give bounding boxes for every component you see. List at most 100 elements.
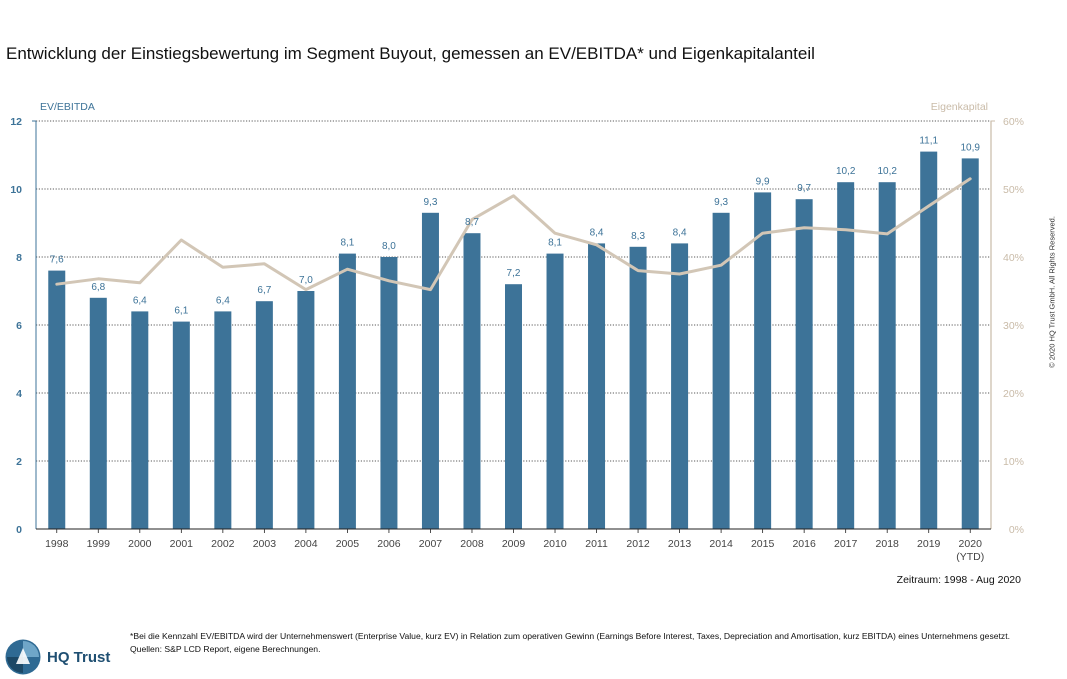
bar-value-label: 8,4 (590, 227, 604, 238)
line-series (55, 177, 972, 292)
left-axis-title: EV/EBITDA (40, 101, 95, 113)
x-tick-label: 2010 (543, 538, 567, 550)
bar-value-label: 8,1 (548, 238, 562, 249)
x-tick-label: 2000 (128, 538, 152, 550)
bar-value-label: 6,8 (91, 282, 105, 293)
bar (588, 243, 606, 529)
bar-value-label: 6,4 (133, 295, 147, 306)
bar-value-label: 6,4 (216, 295, 230, 306)
bar (421, 212, 439, 530)
bar-value-label: 11,1 (919, 136, 938, 147)
bar (48, 270, 66, 529)
y-tick-label-left: 8 (16, 252, 22, 264)
y-tick-label-right: 40% (1003, 252, 1024, 264)
x-tick-label: 2018 (876, 538, 900, 550)
y-tick-label-left: 6 (16, 320, 22, 332)
x-tick-label: 2014 (709, 538, 733, 550)
bar-value-label: 10,2 (877, 166, 897, 177)
x-tick-label: 2019 (917, 538, 941, 550)
y-tick-label-right: 50% (1003, 184, 1024, 196)
bar (505, 284, 522, 529)
bar-series (48, 151, 979, 530)
copyright-note: © 2020 HQ Trust GmbH. All Rights Reserve… (1047, 216, 1057, 368)
bar-value-label: 9,7 (797, 183, 811, 194)
bar (712, 212, 730, 530)
x-tick-label: 2008 (460, 538, 484, 550)
x-tick-label: 2007 (419, 538, 443, 550)
company-logo: HQ Trust (4, 638, 110, 676)
chart-title: Entwicklung der Einstiegsbewertung im Se… (6, 44, 815, 63)
bar (961, 158, 979, 529)
eigenkapital-line (55, 177, 972, 292)
y-tick-label-right: 30% (1003, 320, 1024, 332)
logo-text: HQ Trust (47, 648, 111, 666)
bar (546, 253, 564, 529)
bar (837, 182, 855, 529)
y-tick-label-right: 0% (1009, 524, 1024, 536)
bar (380, 257, 398, 529)
x-tick-label: 2013 (668, 538, 692, 550)
bar (297, 291, 315, 529)
bar-value-label: 7,0 (299, 275, 313, 286)
bar (463, 233, 481, 529)
x-tick-label: 2011 (585, 538, 608, 550)
right-axis-title: Eigenkapital (930, 101, 988, 113)
x-tick-label: 2015 (751, 538, 775, 550)
bar (131, 311, 149, 529)
y-tick-label-left: 10 (10, 184, 22, 196)
bar (338, 253, 356, 529)
x-tick-label: 1998 (45, 538, 69, 550)
footnote: *Bei die Kennzahl EV/EBITDA wird der Unt… (130, 631, 1011, 654)
hq-trust-logo-icon (5, 639, 41, 675)
x-tick-label: 2006 (377, 538, 401, 550)
bar-value-label: 6,7 (257, 285, 271, 296)
bar-value-label: 6,1 (174, 306, 188, 317)
period-note: Zeitraum: 1998 - Aug 2020 (896, 574, 1021, 586)
bar-value-label: 8,7 (465, 217, 479, 228)
bar (214, 311, 232, 529)
bar-value-label: 9,9 (756, 176, 770, 187)
y-tick-label-left: 0 (16, 524, 22, 536)
bar (255, 301, 273, 529)
bar-value-label: 10,9 (961, 142, 981, 153)
x-tick-label: 2001 (170, 538, 194, 550)
y-tick-label-left: 2 (16, 456, 22, 468)
x-tick-label: 2003 (253, 538, 277, 550)
x-tick-label: 2017 (834, 538, 858, 550)
gridlines (36, 120, 991, 462)
bar-value-label: 10,2 (836, 166, 856, 177)
bar (671, 243, 689, 529)
bar (754, 192, 772, 529)
bar-value-label: 9,3 (714, 197, 728, 208)
x-tick-sublabel: (YTD) (956, 551, 984, 563)
y-tick-label-left: 12 (10, 116, 22, 128)
bar-value-label: 8,0 (382, 241, 396, 252)
bar (629, 246, 647, 530)
x-tick-label: 2004 (294, 538, 318, 550)
axes: 0 2 4 6 8 10 12 0% 10% 20% 30% 40% 50% 60% 1998 1999 200… (10, 116, 1024, 563)
y-tick-label-left: 4 (16, 388, 22, 400)
y-tick-label-right: 10% (1003, 456, 1024, 468)
bar-value-label: 7,2 (507, 268, 521, 279)
data-labels: 7,6 6,8 6,4 6,1 6,4 6,7 7,0 8,1 8,0 9,3 8,7 7,2 8,1 8… (50, 136, 981, 317)
x-tick-label: 2005 (336, 538, 360, 550)
bar-value-label: 8,1 (340, 238, 354, 249)
bar-value-label: 7,6 (50, 255, 64, 266)
bar (89, 297, 107, 529)
bar (878, 182, 896, 529)
x-tick-label: 2016 (792, 538, 816, 550)
x-tick-label: 2020 (959, 538, 983, 550)
y-tick-label-right: 60% (1003, 116, 1024, 128)
x-tick-label: 2002 (211, 538, 235, 550)
x-tick-label: 1999 (87, 538, 111, 550)
bar (172, 321, 190, 529)
bar-value-label: 8,4 (673, 227, 687, 238)
bar-value-label: 9,3 (424, 197, 438, 208)
bar (920, 151, 938, 529)
bar-value-label: 8,3 (631, 231, 645, 242)
bar (795, 199, 813, 529)
y-tick-label-right: 20% (1003, 388, 1024, 400)
x-tick-label: 2009 (502, 538, 526, 550)
x-tick-label: 2012 (626, 538, 650, 550)
